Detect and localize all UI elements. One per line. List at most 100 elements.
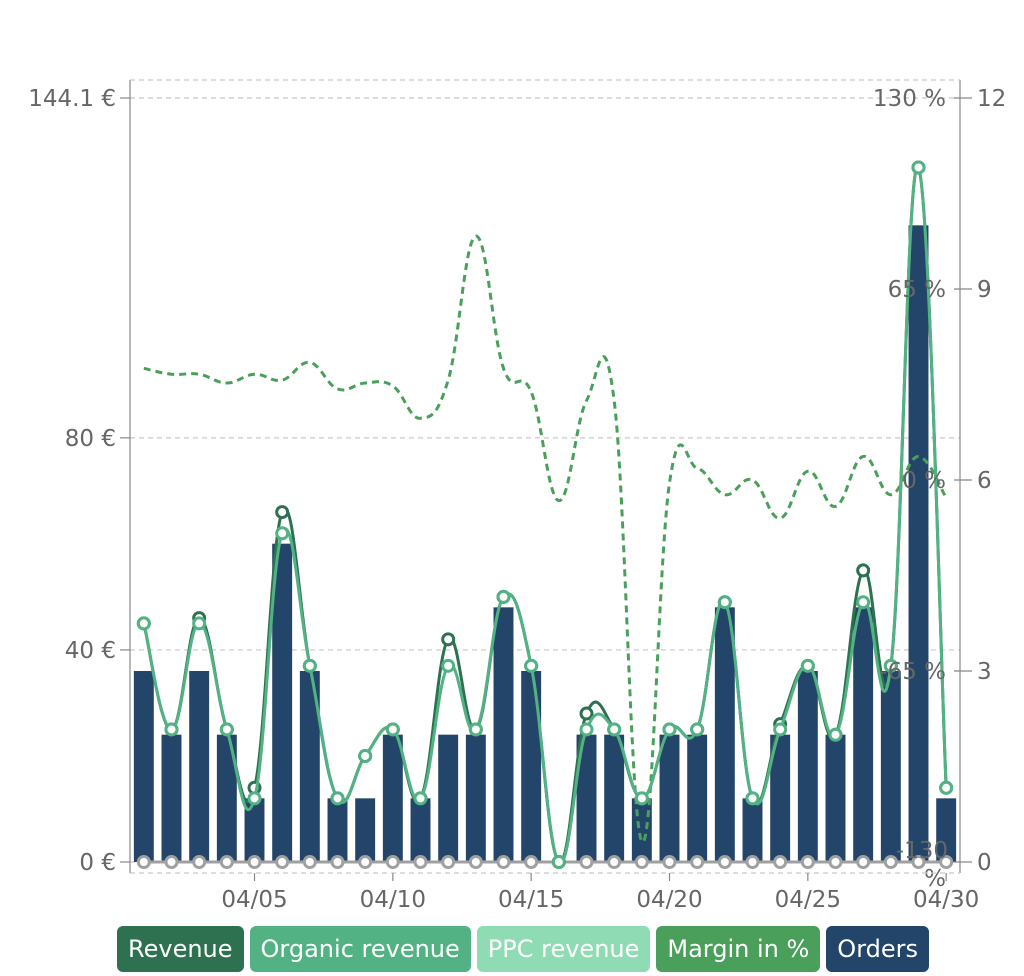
ppc-revenue-point — [441, 855, 456, 869]
orders-bar — [936, 798, 957, 862]
right-axis-tick-label: 6 — [977, 468, 992, 494]
orders-bar — [189, 671, 210, 862]
ppc-revenue-point — [939, 855, 954, 869]
legend-item-organic-revenue[interactable]: Organic revenue — [249, 926, 471, 972]
ppc-revenue-point — [662, 855, 677, 869]
right-axis-tick-label: 9 — [977, 277, 992, 303]
ppc-revenue-point — [579, 855, 594, 869]
right-axis-tick-label: 3 — [977, 659, 992, 685]
orders-bar — [299, 671, 320, 862]
orders-bar — [604, 734, 625, 862]
left-axis-tick-label: 80 € — [65, 426, 116, 452]
ppc-revenue-point — [247, 855, 262, 869]
orders-bar — [272, 543, 293, 862]
organic-revenue-point — [496, 589, 511, 604]
orders-bar — [465, 734, 486, 862]
orders-bar — [687, 734, 708, 862]
ppc-revenue-point — [302, 855, 317, 869]
legend-item-ppc-revenue[interactable]: PPC revenue — [476, 926, 651, 972]
organic-revenue-point — [607, 722, 622, 737]
organic-revenue-point — [662, 722, 677, 737]
ppc-revenue-point — [800, 855, 815, 869]
revenue-point — [441, 632, 456, 647]
orders-bar — [797, 671, 818, 862]
ppc-revenue-point — [136, 855, 151, 869]
ppc-revenue-point — [717, 855, 732, 869]
ppc-revenue-point — [496, 855, 511, 869]
orders-bar — [825, 734, 846, 862]
x-axis-tick-label: 04/15 — [498, 887, 564, 913]
organic-revenue-point — [358, 748, 373, 763]
orders-bars — [133, 225, 957, 863]
margin-axis-tick-label: -65 % — [879, 659, 946, 685]
ppc-revenue-point — [219, 855, 234, 869]
organic-revenue-point — [634, 791, 649, 806]
organic-revenue-point — [690, 722, 705, 737]
x-axis-tick-label: 04/10 — [360, 887, 426, 913]
organic-revenue-point — [219, 722, 234, 737]
organic-revenue-point — [579, 722, 594, 737]
left-axis-tick-label: 40 € — [65, 638, 116, 664]
x-axis-tick-label: 04/05 — [221, 887, 287, 913]
orders-bar — [133, 671, 154, 862]
margin-axis-tick-label: 0 % — [902, 468, 946, 494]
ppc-revenue-point — [192, 855, 207, 869]
orders-bar — [742, 798, 763, 862]
legend-item-revenue[interactable]: Revenue — [117, 926, 244, 972]
organic-revenue-point — [192, 616, 207, 631]
orders-bar — [493, 607, 514, 862]
margin-axis-tick-label: 130 % — [873, 86, 946, 112]
margin-line-layer — [143, 234, 948, 844]
organic-revenue-point — [883, 658, 898, 673]
organic-revenue-point — [385, 722, 400, 737]
ppc-revenue-point — [275, 855, 290, 869]
orders-bar — [161, 734, 182, 862]
ppc-revenue-point — [773, 855, 788, 869]
revenue-point — [275, 505, 290, 520]
organic-revenue-point — [136, 616, 151, 631]
ppc-revenue-point — [468, 855, 483, 869]
ppc-revenue-point — [911, 855, 926, 869]
ppc-revenue-point — [385, 855, 400, 869]
orders-bar — [216, 734, 237, 862]
ppc-revenue-point — [883, 855, 898, 869]
right-axis-tick-label: 12 — [977, 86, 1006, 112]
x-axis-tick-label: 04/25 — [775, 887, 841, 913]
orders-bar — [908, 225, 929, 863]
orders-bar — [714, 607, 735, 862]
organic-revenue-point — [551, 855, 566, 869]
left-axis-tick-label: 0 € — [79, 850, 116, 876]
organic-revenue-point — [911, 160, 926, 175]
organic-revenue-point — [441, 658, 456, 673]
right-axis-tick-label: 0 — [977, 850, 992, 876]
orders-bar — [244, 798, 265, 862]
organic-revenue-point — [939, 780, 954, 795]
ppc-revenue-point — [358, 855, 373, 869]
left-axis-tick-label: 144.1 € — [28, 86, 116, 112]
ppc-revenue-point — [524, 855, 539, 869]
organic-revenue-point — [524, 658, 539, 673]
x-axis-tick-label: 04/30 — [913, 887, 979, 913]
orders-bar — [576, 734, 597, 862]
organic-revenue-point — [247, 791, 262, 806]
revenue-point — [856, 563, 871, 578]
organic-revenue-point — [773, 722, 788, 737]
orders-bar — [631, 798, 652, 862]
ppc-revenue-point — [634, 855, 649, 869]
margin-axis-tick-label: -130 — [896, 838, 948, 864]
ppc-revenue-point — [690, 855, 705, 869]
orders-bar — [853, 607, 874, 862]
orders-bar — [382, 734, 403, 862]
organic-revenue-point — [164, 722, 179, 737]
revenue-lines-layer — [136, 160, 954, 869]
organic-revenue-point — [468, 722, 483, 737]
orders-bar — [659, 734, 680, 862]
ppc-revenue-point — [330, 855, 345, 869]
ppc-revenue-point — [828, 855, 843, 869]
ppc-revenue-point — [745, 855, 760, 869]
margin-line — [143, 234, 948, 844]
legend-item-orders[interactable]: Orders — [826, 926, 930, 972]
organic-revenue-point — [302, 658, 317, 673]
legend-item-margin[interactable]: Margin in % — [656, 926, 821, 972]
